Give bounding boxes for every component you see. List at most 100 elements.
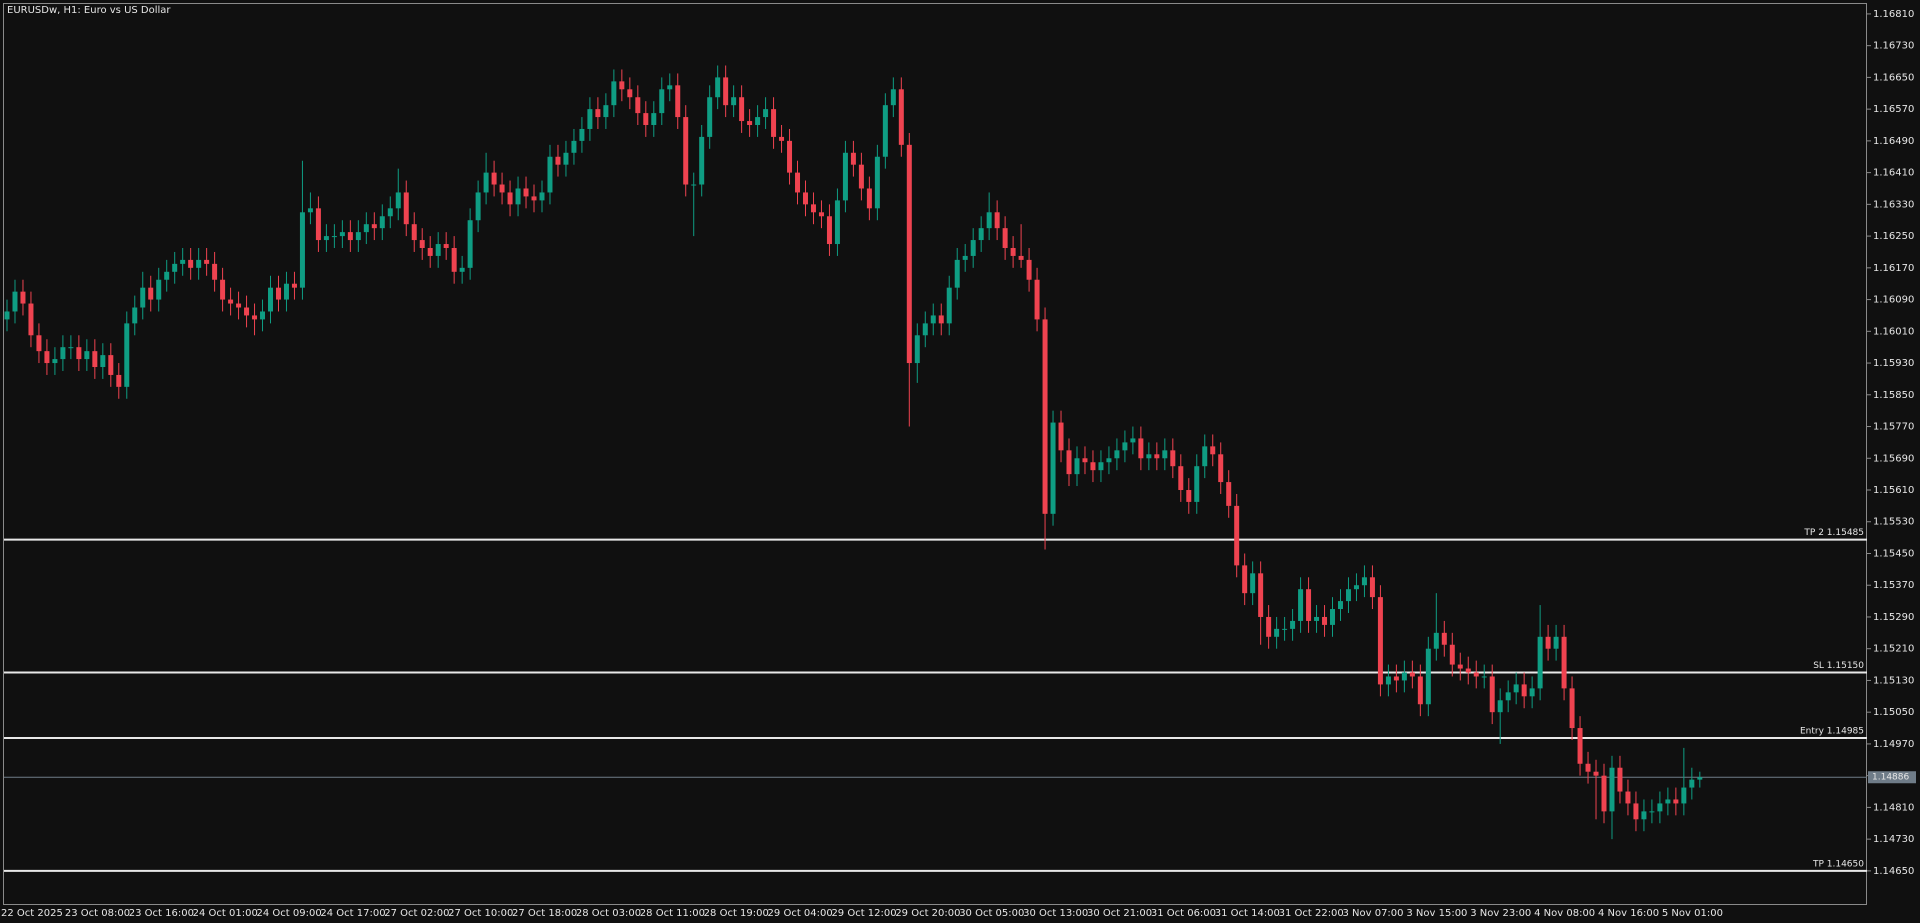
candle-body — [1050, 422, 1056, 514]
candle-body — [1513, 684, 1519, 693]
candle-body — [244, 307, 250, 316]
candle-body — [1274, 628, 1280, 637]
y-tick-label: 1.15930 — [1873, 358, 1914, 369]
candle-body — [890, 89, 896, 106]
candle-body — [291, 283, 297, 288]
candle-body — [1337, 601, 1343, 610]
candle-body — [627, 89, 633, 98]
candle-body — [563, 152, 569, 165]
x-tick-label: 24 Oct 01:00 — [193, 908, 258, 919]
candle-body — [1162, 450, 1168, 459]
candle-body — [1577, 728, 1583, 764]
candle-body — [715, 77, 721, 98]
candle-body — [731, 97, 737, 106]
candle-body — [994, 212, 1000, 229]
candle-body — [148, 287, 154, 300]
candle-body — [707, 97, 713, 137]
candle-body — [803, 192, 808, 205]
candle-body — [755, 117, 761, 126]
candle-body — [651, 113, 657, 126]
candle-body — [435, 244, 441, 256]
candle-body — [1098, 462, 1104, 471]
candle-body — [1266, 616, 1272, 637]
candle-body — [515, 188, 521, 205]
candle-body — [1441, 632, 1447, 645]
candle-body — [779, 136, 785, 141]
candle-body — [1306, 589, 1312, 621]
candle-body — [850, 152, 856, 165]
y-tick-label: 1.15050 — [1873, 707, 1914, 718]
candle-body — [1585, 763, 1591, 772]
candle-body — [403, 192, 409, 225]
candle-body — [587, 109, 593, 129]
y-tick-label: 1.15690 — [1873, 453, 1914, 464]
candle-body — [1345, 589, 1351, 602]
candle-body — [4, 311, 10, 320]
candle-body — [1361, 577, 1367, 586]
candle-body — [1657, 803, 1663, 812]
candle-body — [299, 212, 305, 288]
candle-body — [874, 156, 880, 209]
candle-body — [739, 97, 745, 122]
candle-body — [882, 105, 888, 157]
candle-body — [1090, 462, 1096, 471]
candle-body — [475, 192, 481, 221]
x-tick-label: 3 Nov 07:00 — [1342, 908, 1403, 919]
candle-body — [1665, 799, 1671, 804]
candle-body — [858, 164, 864, 189]
candle-body — [84, 351, 90, 360]
candle-body — [395, 192, 401, 209]
candle-body — [132, 307, 138, 324]
candle-body — [531, 196, 537, 201]
candle-body — [1010, 247, 1016, 256]
candle-body — [1058, 422, 1064, 451]
candle-body — [1673, 799, 1679, 804]
y-tick-label: 1.16410 — [1873, 168, 1914, 179]
x-tick-label: 27 Oct 02:00 — [384, 908, 449, 919]
candle-body — [1242, 565, 1248, 594]
candle-body — [1409, 672, 1415, 677]
x-tick-label: 27 Oct 18:00 — [512, 908, 577, 919]
x-tick-label: 28 Oct 03:00 — [576, 908, 641, 919]
candle-body — [1601, 775, 1607, 812]
candle-body — [140, 287, 146, 308]
y-tick-label: 1.16570 — [1873, 104, 1914, 115]
candle-body — [1617, 767, 1623, 792]
y-tick-label: 1.14730 — [1873, 834, 1914, 845]
y-tick-label: 1.14810 — [1873, 802, 1914, 813]
candle-body — [1298, 589, 1304, 621]
candle-body — [1689, 779, 1695, 788]
candle-body — [1641, 811, 1647, 820]
candle-body — [539, 192, 545, 201]
candle-body — [1353, 585, 1359, 590]
candle-body — [547, 156, 553, 193]
candle-body — [371, 224, 377, 229]
y-tick-label: 1.16250 — [1873, 231, 1914, 242]
x-tick-label: 31 Oct 14:00 — [1215, 908, 1280, 919]
candle-body — [866, 188, 872, 209]
candle-body — [427, 247, 433, 256]
candle-body — [1497, 700, 1503, 713]
candle-body — [1330, 609, 1336, 625]
candle-body — [467, 220, 473, 268]
candle-body — [1681, 787, 1687, 804]
candle-body — [699, 136, 705, 185]
candle-body — [1609, 767, 1615, 812]
candle-body — [363, 224, 369, 233]
candle-body — [795, 172, 801, 193]
candle-body — [339, 232, 345, 237]
candle-body — [763, 109, 769, 118]
candle-body — [44, 351, 50, 364]
x-tick-label: 30 Oct 05:00 — [959, 908, 1024, 919]
candle-body — [1194, 466, 1200, 502]
candle-body — [268, 287, 274, 312]
x-tick-label: 3 Nov 15:00 — [1406, 908, 1467, 919]
candle-body — [970, 240, 976, 256]
x-tick-label: 4 Nov 16:00 — [1598, 908, 1659, 919]
candle-body — [659, 89, 665, 114]
x-tick-label: 22 Oct 2025 — [1, 908, 63, 919]
candle-body — [156, 279, 162, 300]
candle-body — [1042, 319, 1048, 514]
